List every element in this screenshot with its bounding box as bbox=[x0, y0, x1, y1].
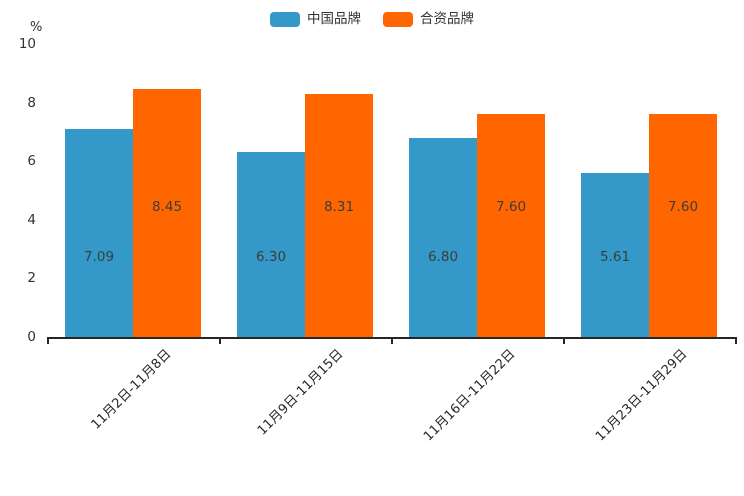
bar-value-label: 5.61 bbox=[599, 249, 631, 266]
bar-value-label: 6.80 bbox=[427, 249, 459, 266]
legend-swatch-joint-venture-brand bbox=[383, 12, 413, 27]
bar-china-brand[interactable]: 6.80 bbox=[409, 137, 477, 337]
bar-value-label: 7.60 bbox=[495, 199, 527, 216]
y-axis-tick-label: 4 bbox=[27, 211, 36, 228]
y-axis-tick-label: 8 bbox=[27, 94, 36, 111]
bar-value-label: 7.60 bbox=[667, 199, 699, 216]
x-axis-tick bbox=[563, 337, 565, 344]
x-axis-tick-marks bbox=[47, 337, 737, 344]
y-axis-tick-label: 2 bbox=[27, 270, 36, 287]
legend-item-china-brand[interactable]: 中国品牌 bbox=[270, 12, 361, 27]
bar-joint-venture-brand[interactable]: 8.31 bbox=[305, 93, 373, 337]
legend-item-joint-venture-brand[interactable]: 合资品牌 bbox=[383, 12, 474, 27]
bar-joint-venture-brand[interactable]: 7.60 bbox=[477, 114, 545, 337]
x-axis-category-label: 11月2日-11月8日 bbox=[88, 346, 175, 433]
bar-value-label: 7.09 bbox=[83, 249, 115, 266]
x-axis-tick bbox=[47, 337, 49, 344]
chart-legend: 中国品牌 合资品牌 bbox=[0, 12, 744, 27]
bar-group: 6.30 8.31 bbox=[219, 44, 391, 337]
bar-china-brand[interactable]: 5.61 bbox=[581, 172, 649, 337]
legend-label-joint-venture-brand: 合资品牌 bbox=[420, 10, 474, 27]
x-axis-category-label: 11月16日-11月22日 bbox=[420, 346, 519, 445]
bar-joint-venture-brand[interactable]: 8.45 bbox=[133, 89, 201, 337]
bar-value-label: 6.30 bbox=[255, 249, 287, 266]
bar-china-brand[interactable]: 7.09 bbox=[65, 129, 133, 337]
x-axis-tick bbox=[391, 337, 393, 344]
bar-value-label: 8.31 bbox=[323, 199, 355, 216]
legend-label-china-brand: 中国品牌 bbox=[307, 10, 361, 27]
bar-group: 7.09 8.45 bbox=[47, 44, 219, 337]
x-axis-tick bbox=[219, 337, 221, 344]
y-axis-unit-label: % bbox=[30, 20, 43, 35]
y-axis-tick-label: 6 bbox=[27, 153, 36, 170]
bar-china-brand[interactable]: 6.30 bbox=[237, 152, 305, 337]
bar-group: 6.80 7.60 bbox=[391, 44, 563, 337]
bar-group: 5.61 7.60 bbox=[563, 44, 735, 337]
bar-joint-venture-brand[interactable]: 7.60 bbox=[649, 114, 717, 337]
bar-value-label: 8.45 bbox=[151, 199, 183, 216]
x-axis-category-label: 11月23日-11月29日 bbox=[592, 346, 691, 445]
y-axis-tick-label: 0 bbox=[27, 329, 36, 345]
x-axis-category-label: 11月9日-11月15日 bbox=[254, 346, 347, 439]
legend-swatch-china-brand bbox=[270, 12, 300, 27]
plot-area: 0 2 4 6 8 10 7.09 8.45 6.30 8.31 6.80 7.60 5.61 7.60 bbox=[19, 36, 735, 345]
bar-groups: 7.09 8.45 6.30 8.31 6.80 7.60 5.61 7.60 bbox=[47, 44, 735, 337]
x-axis-labels: 11月2日-11月8日 11月9日-11月15日 11月16日-11月22日 11月2… bbox=[47, 344, 735, 444]
y-axis-tick-label: 10 bbox=[18, 36, 36, 52]
x-axis-tick bbox=[735, 337, 737, 344]
